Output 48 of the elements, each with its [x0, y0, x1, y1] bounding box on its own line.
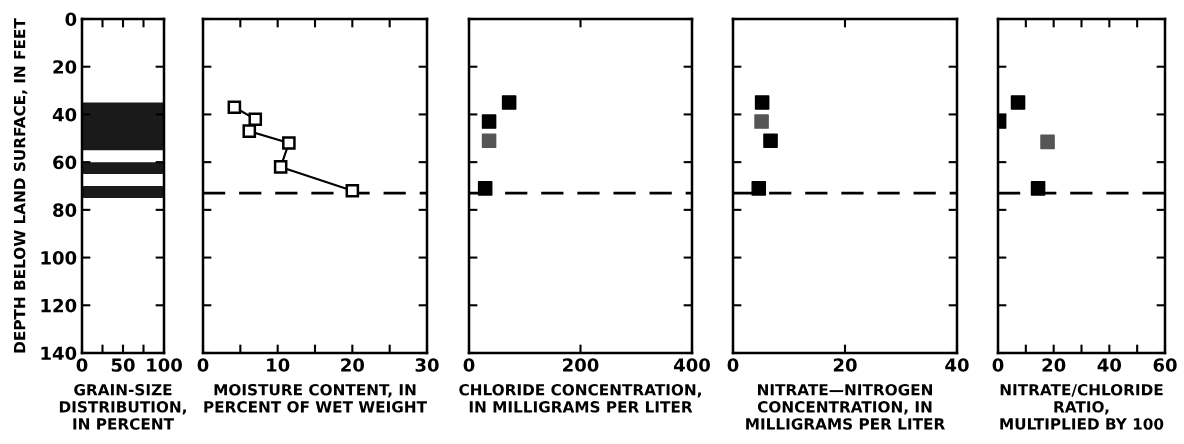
- x-tick-label: 10: [267, 358, 290, 372]
- y-tick-label: 60: [53, 155, 77, 170]
- x-axis-title: NITRATE—NITROGEN CONCENTRATION, IN MILLIGRAMS PER LITER: [746, 383, 945, 430]
- point: [1030, 181, 1046, 196]
- point: [273, 160, 288, 174]
- x-tick-label: 0: [727, 358, 739, 372]
- point: [754, 114, 769, 129]
- x-tick-label: 40: [1097, 358, 1122, 372]
- point: [477, 181, 493, 196]
- x-tick-label: 30: [415, 358, 439, 372]
- x-tick-label: 50: [111, 358, 135, 372]
- x-tick-label: 0: [992, 358, 1004, 372]
- x-tick-label: 0: [197, 358, 209, 372]
- point: [481, 133, 497, 148]
- y-tick-label: 80: [53, 203, 77, 217]
- x-tick-label: 20: [833, 358, 857, 372]
- point: [242, 124, 257, 138]
- point: [763, 133, 778, 148]
- x-tick-label: 0: [76, 358, 88, 372]
- x-tick-label: 200: [563, 358, 599, 372]
- point: [282, 136, 296, 150]
- y-tick-label: 0: [65, 12, 77, 27]
- point: [481, 114, 497, 129]
- x-tick-label: 0: [463, 358, 475, 372]
- point: [248, 112, 263, 127]
- x-tick-label: 100: [147, 358, 182, 372]
- y-tick-label: 100: [41, 251, 77, 265]
- point: [1040, 134, 1055, 150]
- point: [754, 95, 770, 110]
- y-tick-label: 40: [52, 107, 77, 122]
- x-axis-title: CHLORIDE CONCENTRATION, IN MILLIGRAMS PER LITER: [459, 383, 701, 413]
- x-axis-title: NITRATE/CHLORIDE RATIO, MULTIPLIED BY 100: [1000, 383, 1164, 430]
- point: [501, 95, 517, 110]
- y-tick-label: 120: [41, 298, 77, 313]
- point: [751, 181, 767, 196]
- x-tick-label: 60: [1153, 358, 1177, 372]
- point: [345, 183, 360, 198]
- x-axis-title: GRAIN-SIZE DISTRIBUTION, IN PERCENT: [59, 383, 186, 430]
- point: [227, 100, 242, 115]
- point: [1010, 95, 1026, 110]
- y-tick-label: 20: [53, 60, 77, 74]
- y-tick-label: 140: [41, 346, 77, 361]
- x-tick-label: 400: [673, 358, 710, 372]
- x-tick-label: 40: [945, 358, 969, 372]
- x-tick-label: 20: [1042, 358, 1066, 372]
- x-axis-title: MOISTURE CONTENT, IN PERCENT OF WET WEIGHT: [204, 383, 427, 413]
- y-axis-title: DEPTH BELOW LAND SURFACE, IN FEET: [13, 18, 28, 353]
- x-tick-label: 20: [341, 358, 365, 372]
